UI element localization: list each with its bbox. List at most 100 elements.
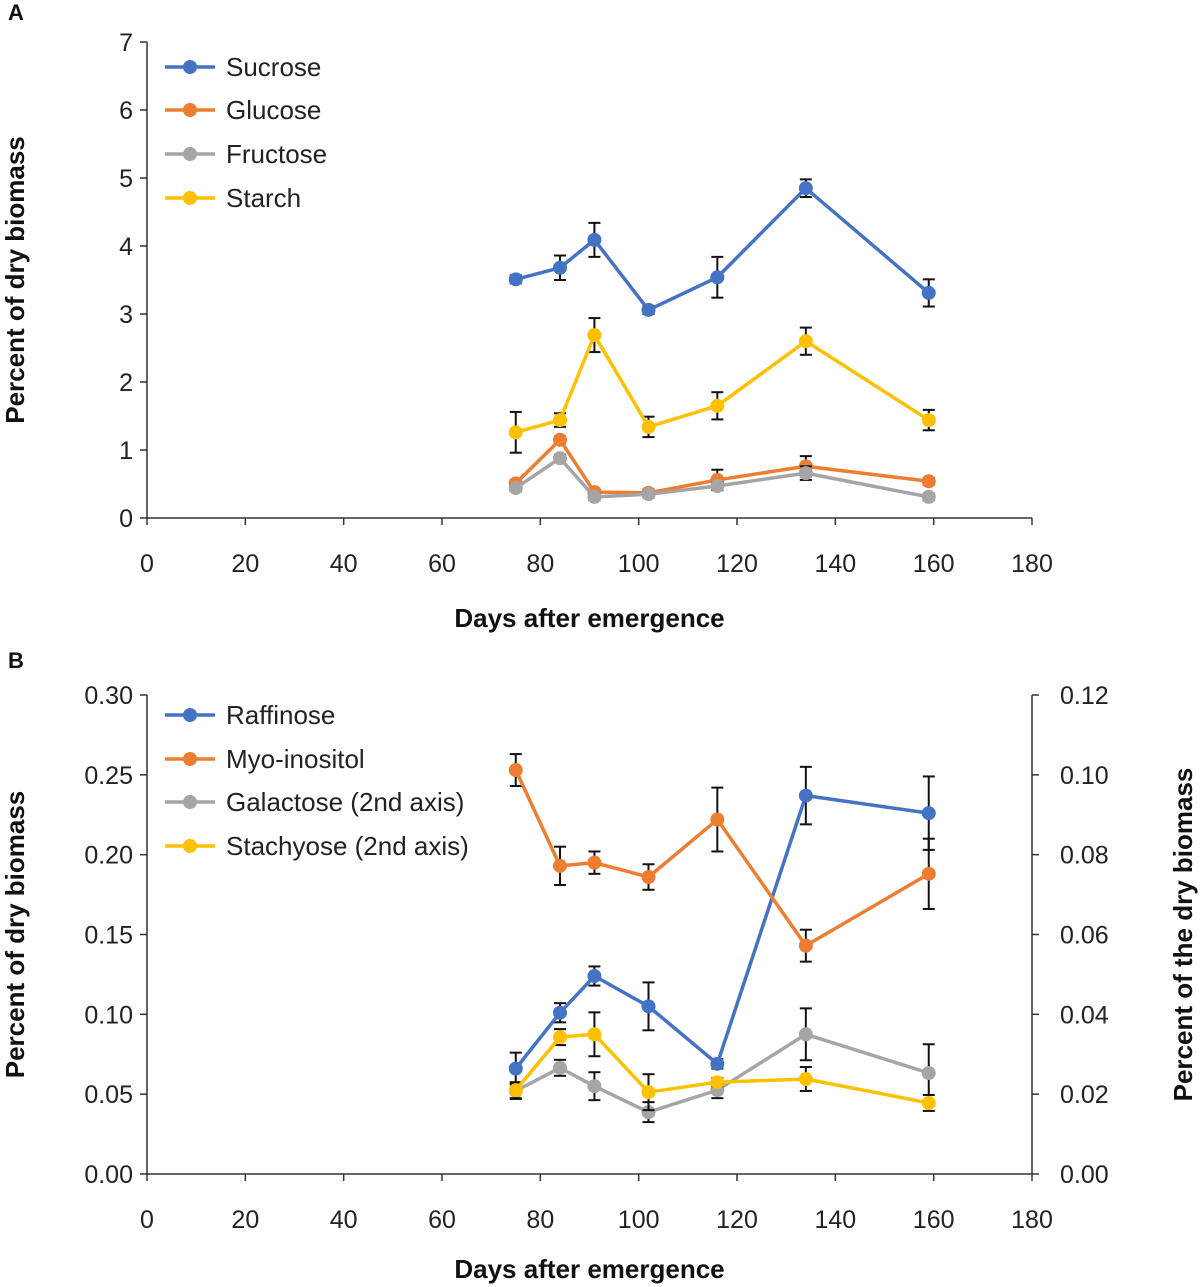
series-sucrose bbox=[508, 178, 936, 317]
x-tick-label: 40 bbox=[330, 1206, 358, 1234]
x-tick-label: 100 bbox=[618, 1206, 660, 1234]
panel-a: A 0 20 40 60 80 100 120 140 160 180 0 1 2 3 4 5 6 7 Percent… bbox=[0, 0, 1053, 633]
panel-label: B bbox=[8, 648, 24, 673]
panel-b: B0 20 40 60 80 100 120 140 160 1800.000.050.100.1… bbox=[0, 648, 1198, 1284]
data-point bbox=[921, 489, 936, 504]
x-tick-label: 140 bbox=[814, 550, 856, 578]
y2-tick-label: 0.02 bbox=[1060, 1081, 1109, 1109]
x-tick-label: 60 bbox=[428, 550, 456, 578]
data-point bbox=[798, 181, 813, 196]
data-point bbox=[508, 763, 523, 778]
x-tick-label: 180 bbox=[1011, 1206, 1053, 1234]
data-point bbox=[587, 1027, 602, 1042]
series-line bbox=[514, 769, 930, 949]
y-tick-label: 0 bbox=[119, 505, 133, 533]
y2-tick-label: 0.10 bbox=[1060, 762, 1109, 790]
legend-marker bbox=[183, 752, 197, 766]
data-point bbox=[587, 1079, 602, 1094]
data-point bbox=[798, 334, 813, 349]
data-point bbox=[921, 474, 936, 489]
data-point bbox=[587, 489, 602, 504]
x-tick-label: 40 bbox=[330, 550, 358, 578]
x-tick-label: 0 bbox=[140, 1206, 154, 1234]
x-tick-label: 140 bbox=[814, 1206, 856, 1234]
y2-axis-title: Percent of the dry biomass bbox=[1168, 768, 1198, 1102]
series-starch bbox=[508, 317, 936, 454]
legend-marker bbox=[183, 60, 197, 74]
y-axis-title: Percent of dry biomass bbox=[0, 136, 30, 424]
data-point bbox=[921, 1095, 936, 1110]
y-tick-label: 6 bbox=[119, 97, 133, 125]
legend-marker bbox=[183, 191, 197, 205]
data-point bbox=[553, 260, 567, 275]
data-point bbox=[508, 272, 523, 287]
data-point bbox=[508, 425, 523, 440]
legend-label: Starch bbox=[226, 183, 301, 213]
data-point bbox=[508, 1083, 523, 1098]
data-point bbox=[710, 398, 725, 413]
data-point bbox=[641, 302, 656, 317]
data-point bbox=[798, 1027, 813, 1042]
y-tick-label: 0.30 bbox=[84, 682, 133, 710]
data-point bbox=[508, 1061, 523, 1076]
series-line bbox=[515, 331, 930, 435]
data-point bbox=[553, 432, 567, 447]
x-axis-title: Days after emergence bbox=[454, 1254, 724, 1284]
data-point bbox=[641, 487, 656, 502]
x-tick-label: 160 bbox=[913, 550, 955, 578]
y-tick-label: 0.05 bbox=[84, 1081, 133, 1109]
y2-tick-label: 0.04 bbox=[1060, 1001, 1109, 1029]
data-point bbox=[641, 1085, 656, 1100]
legend-label: Glucose bbox=[226, 95, 321, 125]
y-tick-label: 0.10 bbox=[84, 1001, 133, 1029]
x-tick-label: 120 bbox=[716, 550, 758, 578]
y-tick-label: 1 bbox=[119, 437, 133, 465]
data-point bbox=[553, 1005, 567, 1020]
x-tick-label: 120 bbox=[716, 1206, 758, 1234]
data-point bbox=[710, 812, 725, 827]
data-point bbox=[553, 451, 567, 466]
legend-label: Stachyose (2nd axis) bbox=[226, 831, 469, 861]
data-point bbox=[921, 866, 936, 881]
series-myo-inositol bbox=[508, 753, 936, 963]
data-point bbox=[798, 466, 813, 481]
legend-marker bbox=[183, 839, 197, 853]
y-tick-label: 7 bbox=[119, 29, 133, 57]
data-point bbox=[553, 858, 567, 873]
y2-tick-label: 0.12 bbox=[1060, 682, 1109, 710]
data-point bbox=[798, 1071, 813, 1086]
data-point bbox=[921, 1066, 936, 1081]
y-tick-label: 0.15 bbox=[84, 922, 133, 950]
x-tick-label: 80 bbox=[526, 1206, 554, 1234]
legend-label: Fructose bbox=[226, 139, 327, 169]
data-point bbox=[553, 1030, 567, 1045]
y-tick-label: 4 bbox=[119, 233, 133, 261]
y-tick-label: 0.25 bbox=[84, 762, 133, 790]
data-point bbox=[710, 1075, 725, 1090]
data-point bbox=[710, 270, 725, 285]
data-point bbox=[587, 232, 602, 247]
data-point bbox=[553, 1060, 567, 1075]
data-point bbox=[798, 788, 813, 803]
data-point bbox=[641, 870, 656, 885]
data-point bbox=[921, 413, 936, 428]
x-tick-label: 160 bbox=[913, 1206, 955, 1234]
series-raffinose bbox=[508, 765, 936, 1086]
x-tick-label: 80 bbox=[526, 550, 554, 578]
y-tick-label: 0.20 bbox=[84, 842, 133, 870]
x-tick-label: 0 bbox=[140, 550, 154, 578]
series-line bbox=[515, 185, 930, 313]
series-fructose bbox=[508, 451, 936, 504]
y2-tick-label: 0.08 bbox=[1060, 842, 1109, 870]
y2-tick-label: 0.00 bbox=[1060, 1161, 1109, 1189]
legend-label: Sucrose bbox=[226, 52, 321, 82]
panel-label: A bbox=[8, 0, 24, 25]
y2-tick-label: 0.06 bbox=[1060, 922, 1109, 950]
legend-label: Myo-inositol bbox=[226, 744, 365, 774]
data-point bbox=[641, 999, 656, 1014]
legend-label: Galactose (2nd axis) bbox=[226, 787, 464, 817]
data-point bbox=[710, 1056, 725, 1071]
x-axis-title: Days after emergence bbox=[454, 603, 724, 633]
legend-label: Raffinose bbox=[226, 700, 335, 730]
